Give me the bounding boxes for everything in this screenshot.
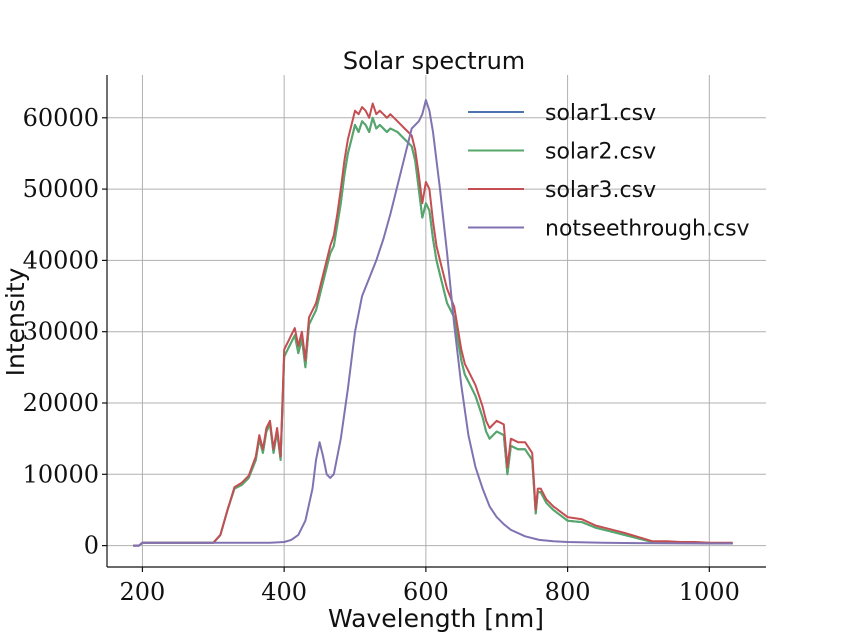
y-tick-label-10000: 10000 (23, 460, 99, 488)
grid-lines (107, 75, 766, 567)
x-axis-label: Wavelength [nm] (328, 604, 544, 633)
legend-label-4: notseethrough.csv (545, 217, 750, 242)
legend-label-2: solar2.csv (545, 140, 656, 165)
series-line-solar3-csv (133, 102, 733, 547)
y-tick-label-50000: 50000 (23, 175, 99, 203)
y-tick-label-40000: 40000 (23, 246, 99, 274)
legend: solar1.csv solar2.csv solar3.csv notseethro… (468, 101, 750, 242)
y-axis-label: Intensity (1, 267, 30, 376)
y-tick-label-20000: 20000 (23, 389, 99, 417)
x-tick-label-600: 600 (403, 578, 449, 606)
x-tick-label-1000: 1000 (679, 578, 740, 606)
legend-label-1: solar1.csv (545, 101, 656, 126)
legend-label-3: solar3.csv (545, 178, 656, 203)
series-lines (133, 99, 733, 547)
x-tick-label-800: 800 (545, 578, 591, 606)
y-axis-ticks: 0 10000 20000 30000 40000 50000 60000 (23, 104, 107, 560)
chart-title: Solar spectrum (343, 47, 525, 75)
series-line-notseethrough-csv (133, 99, 733, 547)
y-tick-label-0: 0 (84, 532, 99, 560)
x-tick-label-200: 200 (120, 578, 166, 606)
axes-spines (106, 75, 766, 568)
y-tick-label-30000: 30000 (23, 318, 99, 346)
y-tick-label-60000: 60000 (23, 104, 99, 132)
x-tick-label-400: 400 (261, 578, 307, 606)
x-axis-ticks: 200 400 600 800 1000 (120, 567, 740, 606)
